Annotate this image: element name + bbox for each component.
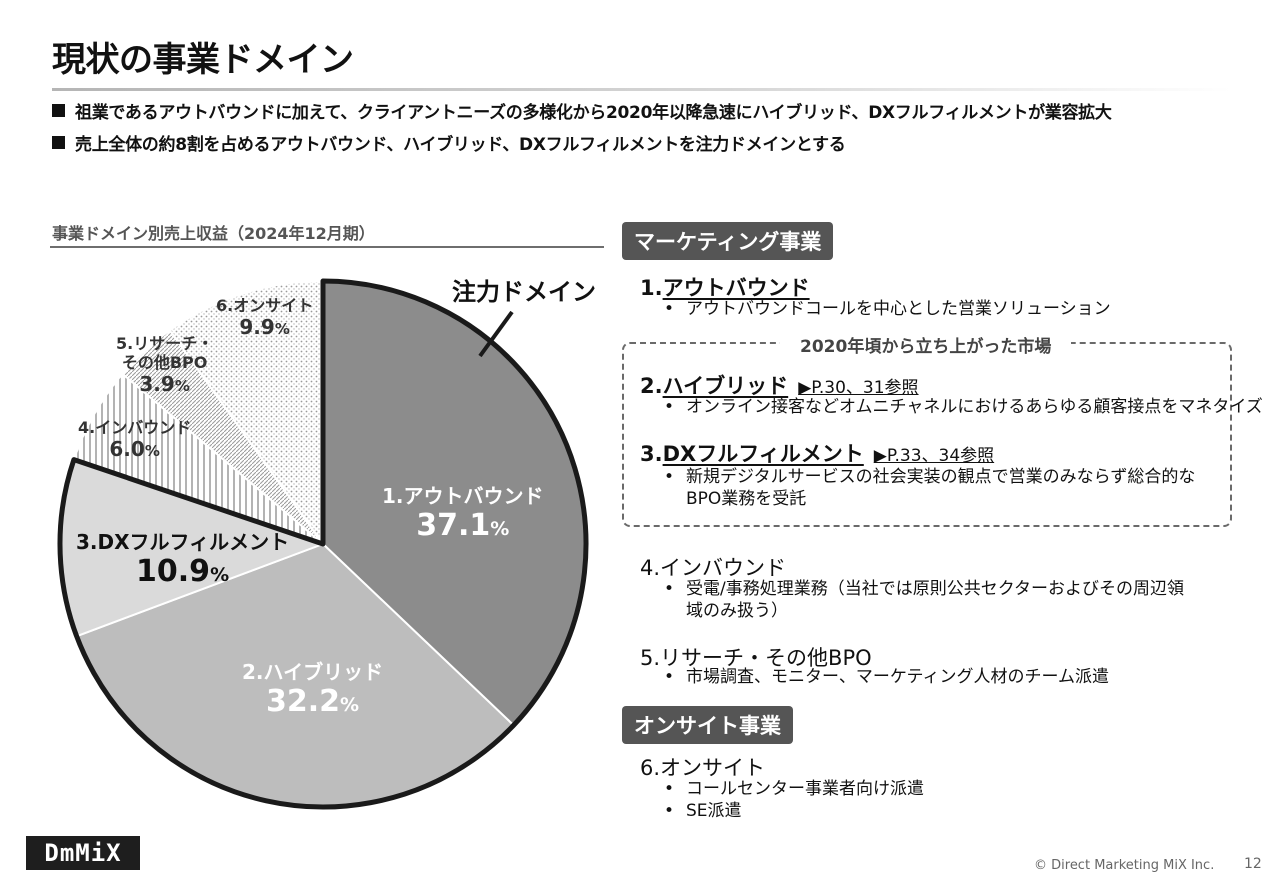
domain-4-desc-line1: 受電/事務処理業務（当社では原則公共セクターおよびその周辺領 [686, 579, 1185, 599]
company-logo: DmMiX [26, 836, 140, 870]
slice-unit: % [144, 442, 160, 461]
focus-domain-callout: 注力ドメイン [452, 278, 596, 306]
domain-6-desc-2-text: SE派遣 [686, 801, 742, 821]
pie-chart [57, 278, 589, 810]
bullet-dot-icon: • [664, 467, 675, 487]
bullet-dot-icon: • [664, 779, 675, 799]
domain-2-number: 2. [640, 374, 663, 398]
domain-2-desc-text: オンライン接客などオムニチャネルにおけるあらゆる顧客接点をマネタイズ [686, 397, 1263, 417]
domain-1-desc: • アウトバウンドコールを中心とした営業ソリューション [664, 298, 1111, 320]
slice-unit: % [490, 518, 510, 540]
bullet-dot-icon: • [664, 397, 675, 417]
domain-1-title: アウトバウンド [662, 276, 810, 300]
summary-bullet-2-text: 売上全体の約8割を占めるアウトバウンド、ハイブリッド、DXフルフィルメントを注力… [75, 135, 846, 155]
domain-3-number: 3. [640, 442, 663, 466]
domain-5-desc: • 市場調査、モニター、マーケティング人材のチーム派遣 [664, 666, 1109, 688]
bullet-dot-icon: • [664, 801, 675, 821]
domain-1-number: 1. [640, 276, 663, 300]
domain-4-heading: 4.インバウンド [640, 556, 787, 580]
domain-2-title: ハイブリッド [662, 374, 789, 398]
slice-unit: % [274, 320, 290, 339]
slice-name: 3.DXフルフィルメント [76, 530, 290, 554]
slice-onsite [168, 279, 324, 548]
onsite-section-tag: オンサイト事業 [622, 706, 793, 744]
slice-label-inbound: 4.インバウンド 6.0% [78, 418, 191, 461]
slice-unit: % [340, 694, 360, 716]
bullet-dot-icon: • [664, 667, 675, 687]
slice-label-research: 5.リサーチ・ その他BPO 3.9% [116, 334, 213, 396]
summary-bullet-2: 売上全体の約8割を占めるアウトバウンド、ハイブリッド、DXフルフィルメントを注力… [52, 130, 846, 155]
slice-name-line1: 5.リサーチ・ [116, 334, 214, 353]
slice-value: 3.9 [139, 372, 175, 397]
domain-5-desc-text: 市場調査、モニター、マーケティング人材のチーム派遣 [686, 667, 1109, 687]
emerging-market-label: 2020年頃から立ち上がった市場 [780, 332, 1072, 357]
domain-6-desc-1: • コールセンター事業者向け派遣 [664, 778, 924, 800]
domain-1-heading: 1.アウトバウンド [640, 272, 810, 302]
summary-bullet-1: 祖業であるアウトバウンドに加えて、クライアントニーズの多様化から2020年以降急… [52, 98, 1112, 123]
focus-domain-outline [57, 278, 589, 810]
domain-3-title: DXフルフィルメント [662, 442, 864, 466]
slice-value: 32.2 [266, 684, 341, 719]
slice-name: 1.アウトバウンド [382, 484, 544, 508]
domain-6-desc-2: • SE派遣 [664, 800, 742, 822]
square-bullet-icon [52, 104, 65, 117]
slice-name-line2: その他BPO [121, 353, 208, 373]
slice-label-hybrid: 2.ハイブリッド 32.2% [242, 660, 383, 720]
copyright-text: © Direct Marketing MiX Inc. [1034, 858, 1215, 873]
chart-heading-rule [50, 246, 604, 248]
slice-name: 6.オンサイト [216, 296, 314, 315]
domain-6-heading: 6.オンサイト [640, 756, 766, 780]
domain-3-page-ref[interactable]: ▶P.33、34参照 [873, 446, 995, 466]
domain-3-desc-line2: BPO業務を受託 [686, 489, 807, 509]
slice-value: 37.1 [416, 508, 491, 543]
slice-value: 10.9 [136, 554, 211, 589]
chart-heading: 事業ドメイン別売上収益（2024年12月期） [52, 224, 375, 243]
domain-4-desc: • 受電/事務処理業務（当社では原則公共セクターおよびその周辺領 域のみ扱う） [664, 578, 1185, 622]
domain-3-heading: 3.DXフルフィルメント ▶P.33、34参照 [640, 438, 994, 468]
slice-label-outbound: 1.アウトバウンド 37.1% [382, 484, 544, 544]
domain-5-heading: 5.リサーチ・その他BPO [640, 646, 872, 670]
domain-4-desc-line2: 域のみ扱う） [686, 601, 788, 621]
slice-value: 9.9 [239, 315, 275, 340]
callout-pointer-line [478, 310, 514, 358]
square-bullet-icon [52, 136, 65, 149]
slice-label-onsite: 6.オンサイト 9.9% [216, 296, 313, 339]
domain-2-heading: 2.ハイブリッド ▶P.30、31参照 [640, 370, 919, 400]
domain-3-desc-line1: 新規デジタルサービスの社会実装の観点で営業のみならず総合的な [686, 467, 1196, 487]
slice-value: 6.0 [109, 437, 145, 462]
domain-2-desc: • オンライン接客などオムニチャネルにおけるあらゆる顧客接点をマネタイズ [664, 396, 1263, 418]
slice-name: 2.ハイブリッド [242, 660, 384, 684]
bullet-dot-icon: • [664, 579, 675, 599]
slice-unit: % [174, 377, 190, 396]
page-title: 現状の事業ドメイン [52, 40, 354, 80]
slice-name: 4.インバウンド [78, 418, 192, 437]
domain-6-desc-1-text: コールセンター事業者向け派遣 [686, 779, 924, 799]
marketing-section-tag: マーケティング事業 [622, 222, 834, 260]
summary-bullet-1-text: 祖業であるアウトバウンドに加えて、クライアントニーズの多様化から2020年以降急… [75, 103, 1112, 123]
domain-2-page-ref[interactable]: ▶P.30、31参照 [798, 378, 919, 398]
domain-1-desc-text: アウトバウンドコールを中心とした営業ソリューション [686, 299, 1111, 319]
slice-unit: % [210, 564, 230, 586]
slice-label-dx-fulfillment: 3.DXフルフィルメント 10.9% [76, 530, 289, 590]
domain-3-desc: • 新規デジタルサービスの社会実装の観点で営業のみならず総合的な BPO業務を受託 [664, 466, 1196, 510]
title-underline [52, 88, 1232, 91]
page-number: 12 [1244, 856, 1262, 872]
bullet-dot-icon: • [664, 299, 675, 319]
